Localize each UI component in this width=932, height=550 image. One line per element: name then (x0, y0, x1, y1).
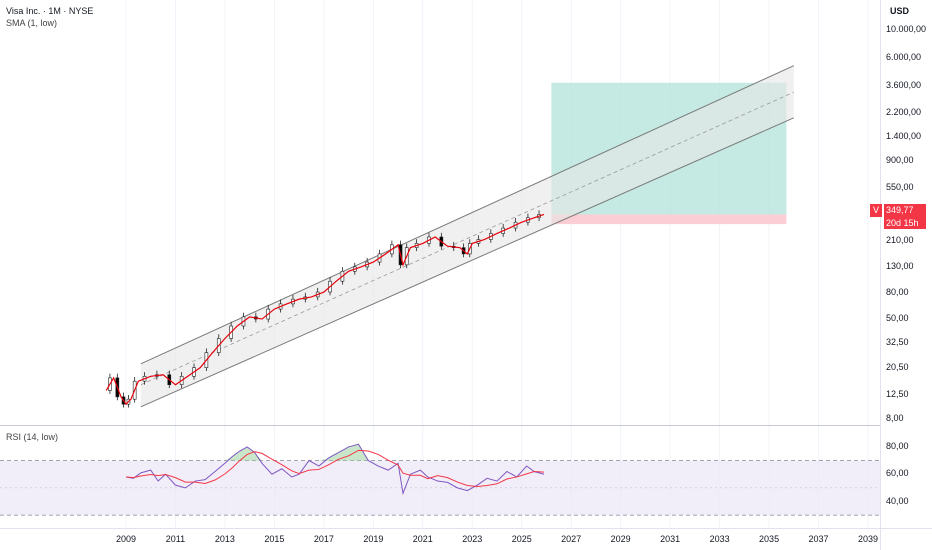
pane-separator[interactable] (0, 425, 880, 426)
time-tick: 2013 (214, 534, 235, 544)
price-tick: 550,00 (886, 182, 914, 193)
rsi-overbought-fill (348, 444, 359, 461)
countdown-label: 20d 15h (884, 217, 926, 229)
time-tick: 2039 (857, 534, 879, 544)
rsi-overbought-fill (232, 451, 240, 461)
time-tick: 2021 (412, 534, 433, 544)
channel-lower-line[interactable] (140, 117, 795, 408)
price-tick: 50,00 (886, 313, 909, 324)
time-tick: 2017 (313, 534, 334, 544)
channel-middle-line[interactable] (140, 91, 794, 386)
rsi-overbought-fills (224, 444, 369, 461)
rsi-tick: 40,00 (886, 495, 909, 506)
time-tick: 2015 (264, 534, 285, 544)
price-tick: 1.400,00 (886, 131, 922, 142)
time-tick: 2031 (660, 534, 681, 544)
rsi-legend[interactable]: RSI (14, low) (6, 432, 59, 442)
time-tick: 2023 (462, 534, 483, 544)
rsi-overbought-fill (247, 446, 255, 461)
time-tick: 2037 (808, 534, 829, 544)
rsi-tick: 80,00 (886, 440, 909, 451)
price-tick: 210,00 (886, 234, 914, 245)
rsi-tick: 60,00 (886, 468, 909, 479)
last-price-label: 349,77 (884, 204, 926, 217)
stop-zone[interactable] (551, 214, 787, 225)
time-tick: 2033 (709, 534, 730, 544)
price-tick: 12,50 (886, 388, 909, 399)
price-tick: 8,00 (886, 413, 904, 423)
price-tick: 3.600,00 (886, 79, 922, 90)
symbol-tag: V (870, 204, 882, 217)
rsi-overbought-fill (328, 452, 339, 461)
time-axis-separator (0, 528, 932, 529)
price-axis-separator (880, 0, 881, 550)
price-tick: 900,00 (886, 155, 914, 166)
sma-legend[interactable]: SMA (1, low) (6, 18, 58, 28)
rsi-overbought-fill (224, 456, 233, 461)
time-tick: 2027 (561, 534, 582, 544)
time-tick: 2011 (165, 534, 186, 544)
rsi-ma-line[interactable] (125, 449, 545, 488)
price-tick: 6.000,00 (886, 51, 922, 62)
rsi-line[interactable] (125, 443, 545, 496)
price-tick: 20,50 (886, 361, 909, 372)
price-tick: 32,50 (886, 336, 909, 347)
price-tick: 80,00 (886, 287, 909, 298)
time-tick: 2019 (363, 534, 384, 544)
price-tick: 130,00 (886, 260, 914, 271)
time-tick: 2035 (759, 534, 780, 544)
channel-upper-line[interactable] (140, 65, 795, 365)
grid-lines (125, 0, 869, 528)
time-tick: 2009 (115, 534, 137, 544)
price-tick: 2.200,00 (886, 106, 922, 117)
sma-line[interactable] (105, 213, 545, 406)
currency-label[interactable]: USD (890, 6, 910, 16)
time-tick: 2029 (610, 534, 631, 544)
regression-channel[interactable] (140, 65, 794, 407)
symbol-title[interactable]: Visa Inc. · 1M · NYSE (6, 6, 94, 16)
time-tick: 2025 (511, 534, 532, 544)
price-tick: 10.000,00 (886, 24, 927, 34)
